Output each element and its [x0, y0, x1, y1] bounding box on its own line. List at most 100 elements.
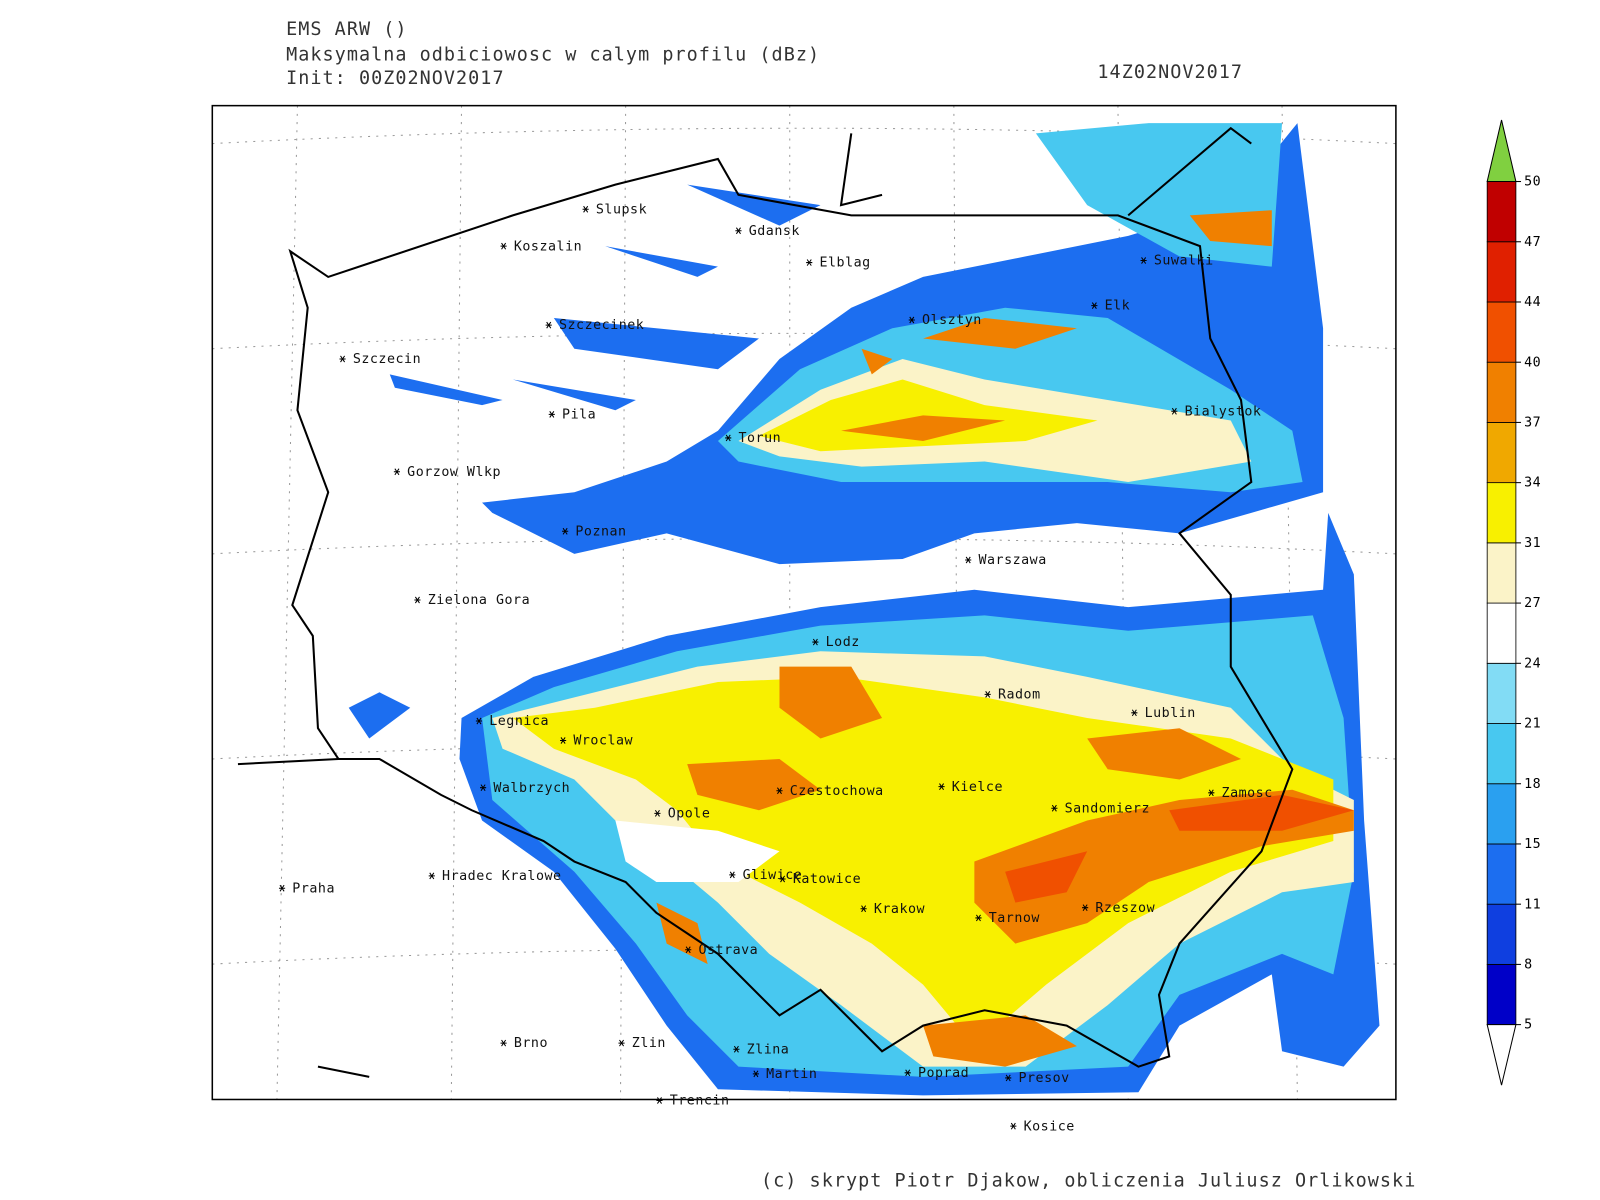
city-marker [1140, 257, 1147, 264]
city-marker [860, 905, 867, 913]
colorbar-band [1486, 783, 1517, 845]
city-label: Warszawa [978, 553, 1046, 568]
city-marker [735, 227, 742, 235]
city-marker [965, 556, 972, 564]
colorbar-band [1486, 241, 1517, 303]
colorbar-label: 18 [1524, 777, 1541, 792]
colorbar-band [1486, 361, 1517, 423]
colorbar-label: 11 [1524, 897, 1541, 912]
field-title: Maksymalna odbiciowosc w calym profilu (… [286, 45, 820, 66]
city-label: Gdansk [749, 224, 800, 239]
city-label: Zamosc [1222, 786, 1273, 801]
city-label: Gliwice [743, 868, 803, 883]
colorbar-label: 44 [1524, 295, 1541, 310]
city-marker [1051, 804, 1058, 812]
city-label: Czestochowa [790, 784, 884, 799]
colorbar-label: 31 [1524, 536, 1541, 551]
city-label: Lublin [1145, 706, 1196, 721]
city-label: Rzeszow [1095, 901, 1155, 916]
city-marker [1171, 407, 1178, 415]
city-marker [393, 468, 400, 476]
footer: (c) skrypt Piotr Djakow, obliczenia Juli… [761, 1171, 1416, 1192]
colorbar-label: 47 [1524, 235, 1541, 250]
city-label: Poznan [575, 524, 626, 539]
city-label: Katowice [793, 872, 861, 887]
colorbar-band [1486, 542, 1517, 604]
map-frame [211, 104, 1397, 1101]
city-label: Szczecin [353, 352, 421, 367]
city-marker [654, 809, 661, 817]
city-marker [548, 410, 555, 418]
city-label: Martin [766, 1067, 817, 1082]
valid-time: 14Z02NOV2017 [1097, 62, 1243, 83]
city-label: Zielona Gora [428, 593, 530, 608]
city-marker [779, 875, 786, 883]
city-marker [733, 1045, 740, 1053]
city-label: Legnica [489, 714, 549, 729]
colorbar-label: 5 [1524, 1018, 1533, 1033]
colorbar-label: 15 [1524, 837, 1541, 852]
colorbar-label: 8 [1524, 957, 1533, 972]
model-title: EMS ARW () [286, 19, 407, 40]
colorbar-under [1486, 1024, 1517, 1086]
init-time: Init: 00Z02NOV2017 [286, 68, 504, 89]
city-marker [545, 321, 552, 329]
city-label: Zlina [747, 1042, 790, 1057]
city-marker [414, 596, 421, 604]
colorbar-band [1486, 903, 1517, 965]
city-label: Bialystok [1185, 404, 1262, 419]
city-label: Walbrzych [493, 781, 570, 796]
colorbar-label: 37 [1524, 416, 1541, 431]
city-label: Lodz [826, 635, 860, 650]
city-marker [806, 259, 813, 266]
city-label: Radom [998, 687, 1041, 702]
city-marker [618, 1039, 625, 1047]
city-label: Praha [292, 881, 335, 896]
city-marker [475, 717, 483, 725]
colorbar-band [1486, 843, 1517, 905]
city-label: Kielce [952, 780, 1003, 795]
colorbar-band [1486, 662, 1517, 724]
city-marker [752, 1070, 759, 1078]
city-marker [1082, 904, 1089, 912]
colorbar-label: 50 [1524, 175, 1541, 190]
city-label: Elk [1105, 299, 1131, 314]
city-marker [729, 871, 736, 879]
city-label: Tarnow [989, 911, 1041, 926]
city-label: Koszalin [514, 239, 582, 254]
colorbar-over [1486, 119, 1517, 183]
colorbar-band [1486, 482, 1517, 544]
city-label: Kosice [1024, 1119, 1075, 1134]
borders [237, 126, 1294, 1078]
colorbar-band [1486, 301, 1517, 363]
city-label: Sandomierz [1065, 801, 1150, 816]
colorbar-label: 24 [1524, 656, 1541, 671]
city-label: Torun [738, 431, 781, 446]
city-marker [685, 946, 692, 954]
city-marker [812, 638, 819, 646]
city-label: Krakow [874, 902, 926, 917]
city-marker [908, 316, 915, 324]
city-marker [559, 737, 567, 744]
city-marker [1131, 709, 1138, 717]
city-marker [725, 434, 732, 442]
colorbar-label: 21 [1524, 717, 1541, 732]
colorbar-label: 34 [1524, 476, 1541, 491]
city-label: Presov [1018, 1071, 1069, 1086]
city-label: Pila [562, 407, 596, 422]
colorbar-band [1486, 723, 1517, 785]
city-marker [938, 783, 945, 791]
city-label: Slupsk [596, 202, 647, 217]
colorbar-label: 27 [1524, 596, 1541, 611]
city-label: Elblag [819, 256, 870, 271]
city-label: Olsztyn [922, 313, 982, 328]
city-label: Gorzow Wlkp [407, 465, 501, 480]
city-label: Suwalki [1154, 254, 1214, 269]
city-label: Opole [668, 806, 711, 821]
city-marker [984, 690, 991, 698]
city-marker [428, 872, 435, 880]
city-label: Brno [514, 1036, 548, 1051]
colorbar-band [1486, 181, 1517, 243]
city-label: Zlin [632, 1036, 666, 1051]
